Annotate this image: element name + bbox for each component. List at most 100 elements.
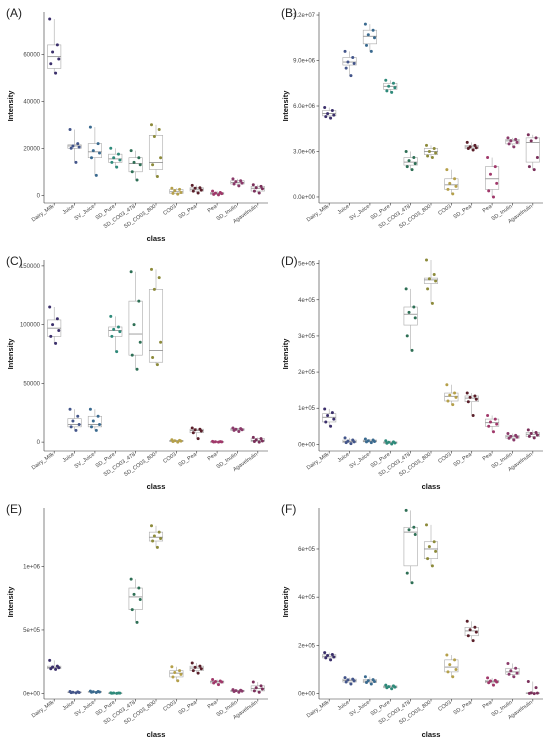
data-point	[448, 663, 452, 667]
data-point	[509, 139, 513, 143]
data-point	[173, 671, 177, 674]
y-tick-label: 5e+05	[23, 628, 41, 634]
data-point	[254, 686, 258, 690]
data-point	[532, 436, 536, 440]
data-point	[240, 181, 244, 185]
panel-a: (A) 0 20000 40000 60000 Dairy_Milk Juice SV_Ju…	[0, 0, 275, 248]
y-tick-label: 6e+05	[298, 547, 316, 553]
data-point	[151, 539, 155, 543]
data-point	[199, 667, 203, 671]
box	[444, 659, 459, 673]
plot-area: 0e+00 1e+05 2e+05 3e+05 4e+05 5e+05 Dairy_Milk…	[281, 258, 543, 491]
data-point	[212, 681, 216, 685]
box	[148, 531, 164, 542]
data-point	[365, 440, 369, 444]
y-tick-label: 100000	[20, 323, 41, 329]
box	[423, 541, 439, 559]
y-tick-label: 1e+05	[298, 406, 316, 412]
data-point	[109, 146, 113, 150]
data-point	[393, 86, 397, 90]
y-tick-label: 6.0e+06	[293, 104, 316, 110]
data-point	[71, 144, 75, 148]
data-point	[176, 440, 180, 444]
data-point	[535, 691, 539, 695]
data-point	[385, 686, 389, 690]
data-point	[77, 145, 81, 149]
data-point	[351, 55, 355, 59]
data-point	[115, 350, 119, 354]
x-tick-label: SV_Juice	[74, 700, 96, 718]
box	[403, 157, 418, 166]
data-point	[193, 665, 197, 669]
x-tick-label: SV_Juice	[349, 700, 371, 718]
y-axis-title: Intensity	[281, 586, 290, 618]
data-point	[326, 413, 330, 417]
data-point	[507, 672, 511, 676]
data-point	[491, 195, 495, 199]
data-point	[529, 139, 533, 143]
data-point	[98, 423, 102, 426]
data-point	[323, 651, 327, 655]
data-point	[74, 428, 78, 432]
data-point	[352, 62, 356, 66]
box	[505, 139, 520, 145]
data-point	[257, 191, 261, 195]
data-point	[413, 162, 417, 166]
y-tick-label: 150000	[20, 264, 41, 270]
data-point	[384, 439, 388, 443]
data-point	[526, 680, 530, 684]
x-tick-label: SD_Pea	[453, 203, 474, 220]
y-tick-label: 2e+05	[298, 370, 316, 376]
box	[67, 418, 82, 428]
data-point	[198, 186, 202, 190]
data-point	[68, 407, 72, 411]
y-tick-label: 60000	[23, 52, 40, 58]
data-point	[57, 329, 61, 332]
data-point	[349, 74, 353, 78]
data-point	[430, 564, 434, 568]
data-point	[196, 671, 200, 675]
data-point	[453, 658, 457, 662]
x-tick-label: Pea	[482, 203, 494, 214]
data-point	[252, 689, 256, 693]
data-point	[157, 128, 161, 131]
data-point	[240, 689, 244, 693]
y-axis-title: Intensity	[6, 586, 15, 618]
y-tick-label: 1e+06	[23, 564, 41, 570]
data-point	[413, 533, 417, 537]
data-point	[96, 414, 100, 418]
data-point	[98, 690, 102, 694]
x-tick-label: Juice	[62, 700, 76, 712]
data-point	[324, 420, 328, 424]
data-point	[91, 149, 95, 153]
data-point	[373, 439, 377, 443]
data-point	[109, 314, 113, 318]
y-tick-label: 9.0e+06	[293, 59, 316, 65]
panel-e: (E) 0e+00 5e+05 1e+06 Dairy_Milk Juice SV_Jui…	[0, 496, 275, 744]
data-point	[237, 690, 241, 694]
data-point	[151, 356, 155, 360]
y-axis-title: Intensity	[281, 338, 290, 370]
data-point	[451, 403, 455, 407]
y-tick-label: 4e+05	[298, 595, 316, 601]
x-tick-label: Pea	[207, 699, 219, 710]
data-point	[410, 348, 414, 352]
data-point	[110, 691, 114, 695]
x-tick-label: Dairy_Milk	[306, 700, 331, 720]
panel-a-label: (A)	[6, 6, 22, 20]
data-point	[471, 148, 475, 152]
data-point	[349, 442, 353, 446]
data-point	[529, 432, 533, 436]
x-axis-title: class	[147, 730, 166, 739]
data-point	[98, 151, 102, 155]
data-point	[445, 168, 449, 172]
data-point	[454, 184, 458, 188]
plot-area: 0.0e+00 3.0e+06 6.0e+06 9.0e+06 1.2e+07 Dairy…	[281, 12, 543, 230]
data-point	[363, 22, 367, 26]
data-point	[237, 184, 241, 188]
data-point	[220, 680, 224, 684]
box	[169, 670, 184, 678]
x-tick-label: SV_Juice	[74, 452, 96, 470]
data-point	[387, 84, 391, 88]
